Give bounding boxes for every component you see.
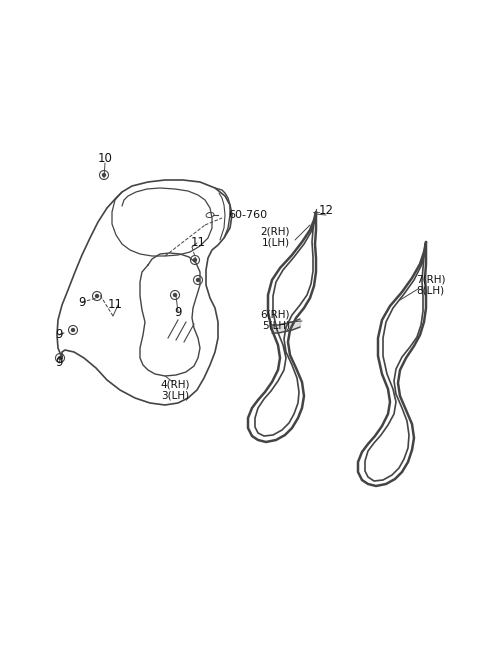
Text: 2(RH)
1(LH): 2(RH) 1(LH) — [261, 226, 290, 248]
Text: 4(RH)
3(LH): 4(RH) 3(LH) — [160, 379, 190, 401]
Text: 11: 11 — [108, 298, 122, 312]
Circle shape — [196, 279, 200, 281]
Circle shape — [173, 293, 177, 297]
Text: 11: 11 — [191, 237, 205, 249]
Circle shape — [59, 356, 61, 359]
Circle shape — [103, 173, 106, 176]
Circle shape — [193, 258, 196, 262]
Text: 7(RH)
8(LH): 7(RH) 8(LH) — [416, 274, 445, 296]
Text: 9: 9 — [78, 295, 86, 308]
Text: 12: 12 — [319, 203, 334, 216]
Text: 9: 9 — [174, 306, 182, 319]
Circle shape — [72, 329, 74, 331]
Text: 9: 9 — [55, 329, 63, 342]
Text: 10: 10 — [97, 152, 112, 165]
Text: 6(RH)
5(LH): 6(RH) 5(LH) — [261, 309, 290, 331]
Circle shape — [96, 295, 98, 298]
Text: 60-760: 60-760 — [228, 210, 267, 220]
Text: 9: 9 — [55, 356, 63, 369]
